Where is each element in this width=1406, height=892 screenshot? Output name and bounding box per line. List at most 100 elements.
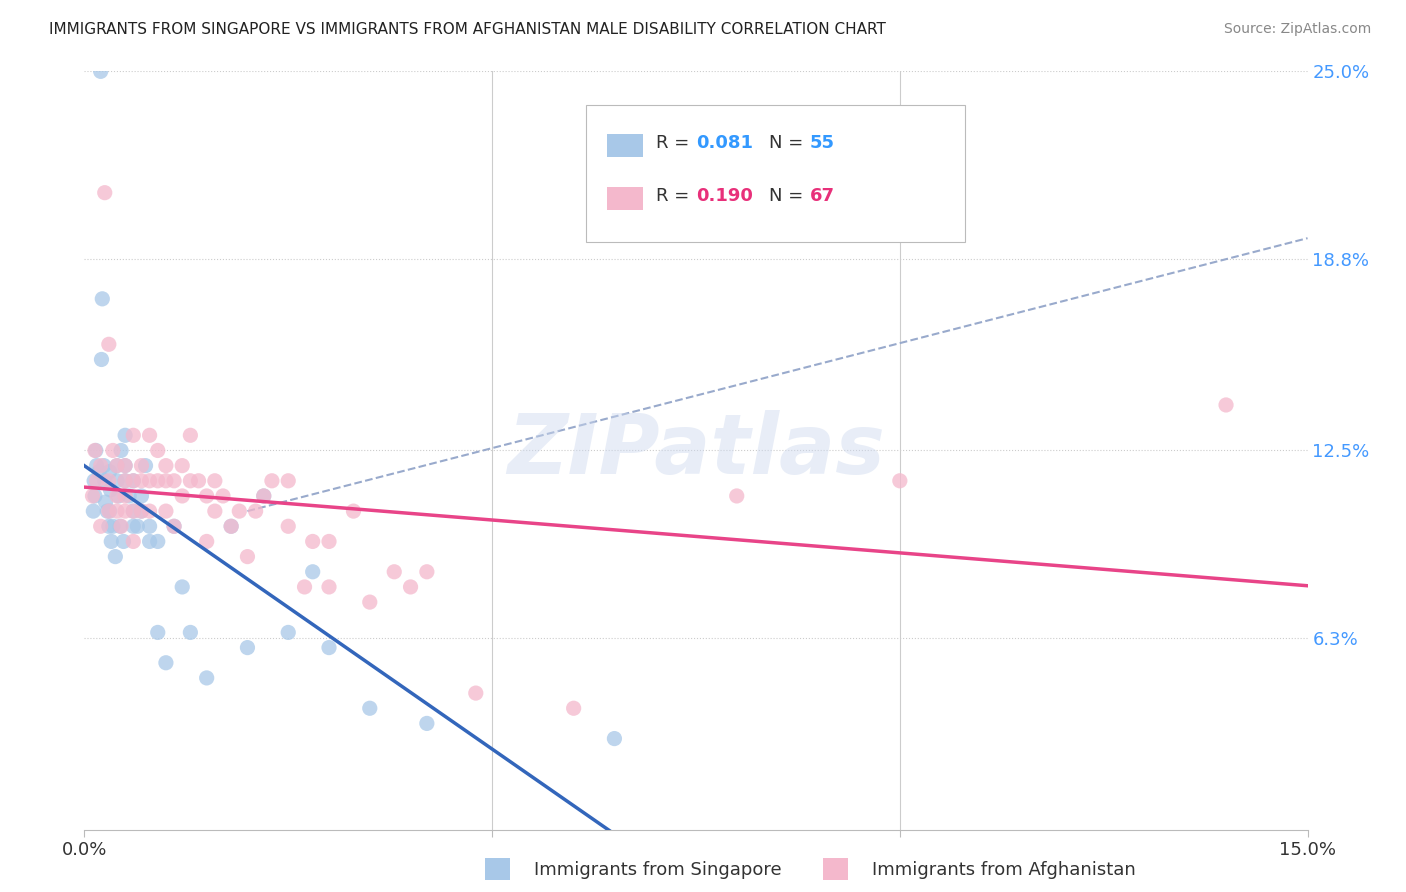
Text: Immigrants from Afghanistan: Immigrants from Afghanistan xyxy=(872,861,1136,879)
Point xyxy=(294,580,316,594)
Text: 0.081: 0.081 xyxy=(696,135,754,153)
Point xyxy=(318,640,340,655)
Point xyxy=(204,504,226,518)
Point xyxy=(93,458,115,473)
Point xyxy=(318,580,340,594)
Point xyxy=(416,565,439,579)
Point xyxy=(105,458,128,473)
Point xyxy=(97,519,120,533)
Point xyxy=(318,534,340,549)
Point xyxy=(155,474,177,488)
Point xyxy=(98,465,121,479)
Point xyxy=(93,474,115,488)
Point xyxy=(97,337,120,351)
Point xyxy=(204,474,226,488)
Point xyxy=(562,701,585,715)
Point xyxy=(90,64,112,78)
Point xyxy=(155,656,177,670)
Text: ZIPatlas: ZIPatlas xyxy=(508,410,884,491)
Point xyxy=(277,474,299,488)
Point xyxy=(416,716,439,731)
Point xyxy=(82,489,104,503)
Point xyxy=(195,489,218,503)
Point xyxy=(91,292,114,306)
Point xyxy=(725,489,748,503)
Point xyxy=(399,580,422,594)
Text: IMMIGRANTS FROM SINGAPORE VS IMMIGRANTS FROM AFGHANISTAN MALE DISABILITY CORRELA: IMMIGRANTS FROM SINGAPORE VS IMMIGRANTS … xyxy=(49,22,886,37)
Point xyxy=(236,549,259,564)
Point xyxy=(114,428,136,442)
FancyBboxPatch shape xyxy=(606,135,644,157)
Text: 67: 67 xyxy=(810,187,835,205)
Point xyxy=(93,186,115,200)
Point xyxy=(101,443,124,458)
Point xyxy=(105,504,128,518)
Point xyxy=(359,595,381,609)
Point xyxy=(131,504,153,518)
Point xyxy=(131,474,153,488)
Point xyxy=(163,519,186,533)
Point xyxy=(179,474,201,488)
Point xyxy=(90,458,112,473)
Point xyxy=(87,465,110,479)
Point xyxy=(146,534,169,549)
Point xyxy=(122,474,145,488)
Text: R =: R = xyxy=(655,187,695,205)
Point xyxy=(135,458,157,473)
Point xyxy=(122,504,145,518)
Point xyxy=(228,504,250,518)
Point xyxy=(131,504,153,518)
Point xyxy=(138,504,160,518)
Point xyxy=(146,474,169,488)
Text: 0.190: 0.190 xyxy=(696,187,752,205)
Point xyxy=(110,519,132,533)
Point xyxy=(122,519,145,533)
Point xyxy=(114,504,136,518)
Point xyxy=(359,701,381,715)
Text: 55: 55 xyxy=(810,135,835,153)
Point xyxy=(105,458,128,473)
Point xyxy=(219,519,242,533)
Point xyxy=(122,534,145,549)
Point xyxy=(122,504,145,518)
Point xyxy=(110,443,132,458)
Point xyxy=(146,625,169,640)
Point xyxy=(96,504,118,518)
FancyBboxPatch shape xyxy=(606,187,644,211)
Point xyxy=(179,625,201,640)
Text: Source: ZipAtlas.com: Source: ZipAtlas.com xyxy=(1223,22,1371,37)
Point xyxy=(104,549,127,564)
Point xyxy=(131,458,153,473)
Point xyxy=(138,474,160,488)
Point xyxy=(172,580,194,594)
Point xyxy=(146,443,169,458)
Point xyxy=(172,458,194,473)
Point xyxy=(84,443,107,458)
Point xyxy=(219,519,242,533)
Point xyxy=(253,489,276,503)
Point xyxy=(301,534,323,549)
Text: Immigrants from Singapore: Immigrants from Singapore xyxy=(534,861,782,879)
Point xyxy=(155,504,177,518)
Point xyxy=(122,428,145,442)
Point xyxy=(105,474,128,488)
Point xyxy=(131,489,153,503)
Point xyxy=(97,504,120,518)
Point xyxy=(163,474,186,488)
Point xyxy=(114,458,136,473)
Point xyxy=(98,504,121,518)
Point xyxy=(84,489,107,503)
Point xyxy=(100,483,122,497)
Point xyxy=(127,519,149,533)
Point xyxy=(118,489,141,503)
FancyBboxPatch shape xyxy=(586,105,965,242)
Text: N =: N = xyxy=(769,135,810,153)
Point xyxy=(236,640,259,655)
Point xyxy=(90,519,112,533)
Point xyxy=(110,519,132,533)
Point xyxy=(301,565,323,579)
Point xyxy=(86,474,108,488)
Point xyxy=(82,504,104,518)
Point xyxy=(100,534,122,549)
Point xyxy=(155,458,177,473)
